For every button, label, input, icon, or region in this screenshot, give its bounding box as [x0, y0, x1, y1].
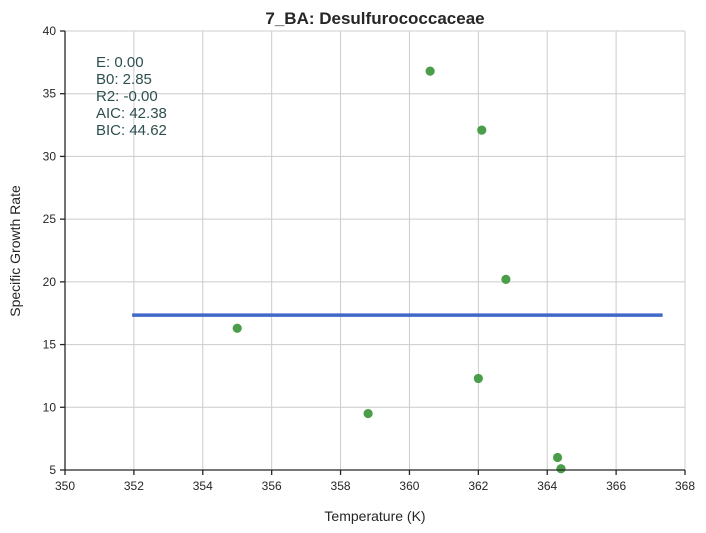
grid	[65, 30, 686, 470]
data-point	[425, 66, 435, 76]
data-point	[477, 125, 487, 135]
stat-r2: R2: -0.00	[96, 88, 158, 105]
x-tick-label: 358	[331, 479, 351, 493]
y-tick-label: 5	[49, 463, 56, 477]
data-point	[232, 323, 242, 333]
data-point	[363, 408, 373, 419]
y-axis-label: Specific Growth Rate	[7, 185, 23, 317]
y-tick-label: 25	[43, 212, 57, 226]
axes: 350 352 354 356 358 360 362 364 366 368 5 10 15 20 25 3…	[43, 24, 696, 493]
x-tick-label: 366	[606, 479, 626, 493]
stat-b0: B0: 2.85	[96, 71, 152, 88]
y-tick-label: 40	[43, 24, 57, 38]
x-tick-label: 352	[124, 479, 144, 493]
fit-statistics: E: 0.00 B0: 2.85 R2: -0.00 AIC: 42.38 BI…	[96, 54, 167, 139]
x-tick-label: 362	[468, 479, 488, 493]
stat-e: E: 0.00	[96, 54, 144, 71]
data-point	[501, 274, 511, 284]
x-tick-label: 350	[55, 479, 75, 493]
x-axis-label: Temperature (K)	[324, 508, 425, 524]
x-tick-label: 368	[675, 479, 695, 493]
x-tick-label: 354	[193, 479, 213, 493]
y-tick-label: 15	[43, 338, 57, 352]
y-tick-label: 20	[43, 275, 57, 289]
y-tick-label: 30	[43, 149, 57, 163]
x-tick-label: 356	[262, 479, 282, 493]
data-points	[232, 66, 566, 474]
data-point	[556, 464, 566, 474]
y-tick-label: 10	[43, 400, 57, 414]
x-tick-label: 360	[399, 479, 419, 493]
data-point	[552, 452, 563, 463]
stat-aic: AIC: 42.38	[96, 105, 167, 122]
y-tick-label: 35	[43, 87, 57, 101]
data-point	[473, 373, 483, 384]
x-tick-label: 364	[537, 479, 557, 493]
stat-bic: BIC: 44.62	[96, 122, 167, 139]
chart-title: 7_BA: Desulfurococcaceae	[265, 9, 484, 28]
